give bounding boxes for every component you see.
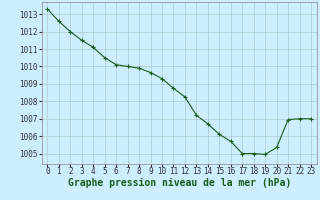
X-axis label: Graphe pression niveau de la mer (hPa): Graphe pression niveau de la mer (hPa) (68, 178, 291, 188)
